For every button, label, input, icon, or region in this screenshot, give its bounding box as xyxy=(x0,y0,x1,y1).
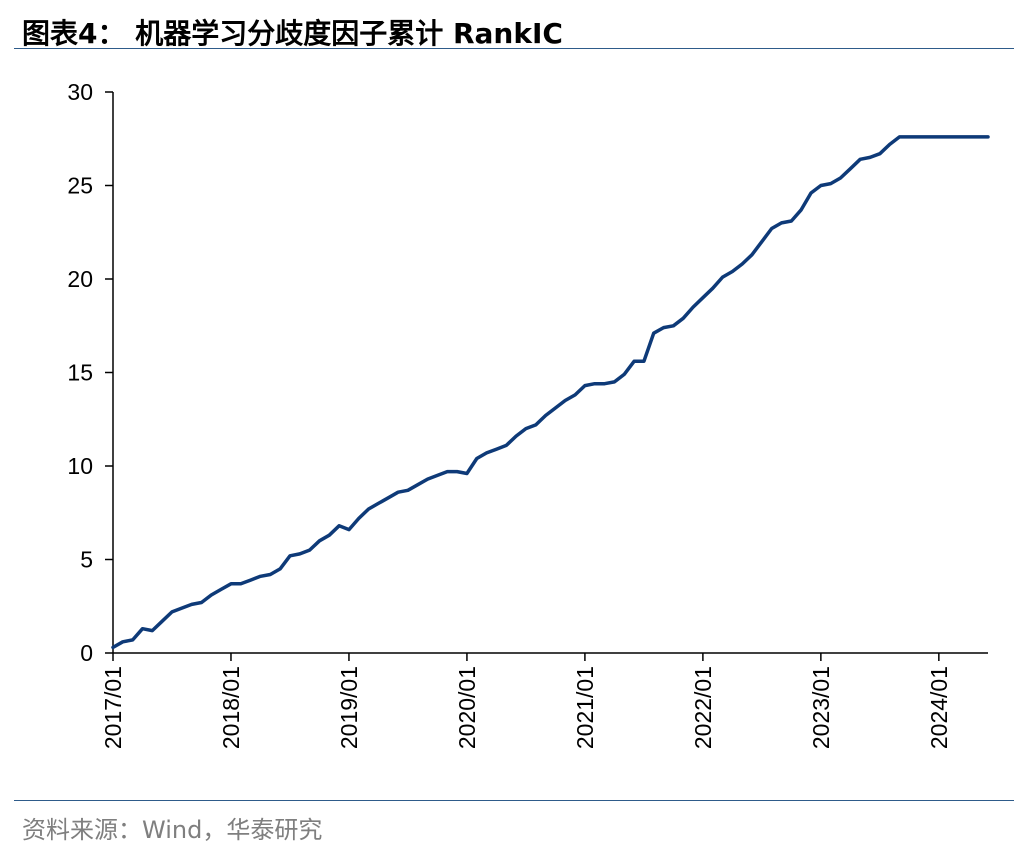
x-tick-label: 2020/01 xyxy=(454,666,480,749)
x-tick-label: 2018/01 xyxy=(218,666,244,749)
bottom-rule xyxy=(14,800,1014,801)
x-tick-label: 2023/01 xyxy=(808,666,834,749)
y-tick-label: 30 xyxy=(67,79,93,105)
y-tick-label: 10 xyxy=(67,453,93,479)
y-tick-label: 15 xyxy=(67,360,93,386)
x-axis: 2017/01 2018/01 2019/01 2020/01 2021/01 2022/… xyxy=(100,652,988,749)
y-tick-label: 0 xyxy=(80,640,93,666)
chart-title: 图表4： 机器学习分歧度因子累计 RankIC xyxy=(22,17,563,50)
x-tick-label: 2021/01 xyxy=(572,666,598,749)
series-line xyxy=(111,135,990,650)
y-tick-label: 5 xyxy=(80,547,93,573)
y-axis: 0 5 10 15 20 25 30 xyxy=(67,79,114,666)
top-rule xyxy=(14,48,1014,49)
x-tick-label: 2017/01 xyxy=(100,666,126,749)
y-tick-label: 20 xyxy=(67,266,93,292)
x-tick-label: 2019/01 xyxy=(336,666,362,749)
y-tick-label: 25 xyxy=(67,173,93,199)
x-tick-label: 2022/01 xyxy=(690,666,716,749)
source-note: 资料来源：Wind，华泰研究 xyxy=(22,816,323,844)
x-tick-label: 2024/01 xyxy=(926,666,952,749)
series-group xyxy=(111,135,990,650)
